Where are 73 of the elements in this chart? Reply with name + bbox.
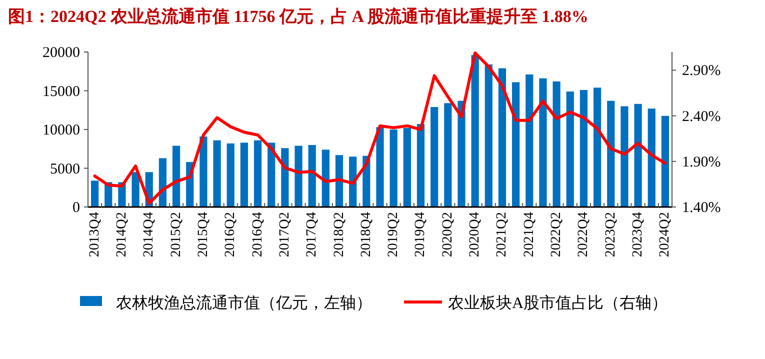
bar — [254, 140, 262, 207]
bar — [512, 82, 520, 207]
x-tick-label: 2020Q4 — [468, 212, 483, 258]
x-tick-label: 2021Q4 — [522, 212, 537, 258]
y-tick-label: 0 — [72, 200, 80, 216]
bar — [471, 55, 479, 207]
bar — [539, 78, 547, 207]
x-tick-label: 2016Q4 — [250, 212, 266, 258]
x-tick-label: 2014Q2 — [114, 212, 130, 258]
bar — [376, 127, 384, 207]
y2-tick-label: 1.90% — [682, 154, 721, 170]
bar — [281, 148, 289, 207]
y-tick-label: 15000 — [42, 84, 80, 100]
bar — [594, 88, 602, 207]
bar — [200, 136, 208, 207]
y-tick-label: 5000 — [50, 161, 80, 178]
bar — [240, 142, 248, 207]
bar — [416, 124, 425, 207]
x-tick-label: 2015Q2 — [168, 212, 184, 258]
bar — [620, 106, 628, 207]
x-tick-label: 2019Q4 — [413, 212, 428, 258]
x-tick-label: 2013Q4 — [87, 212, 102, 258]
bar — [158, 158, 166, 207]
legend-label: 农业板块A股市值占比（右轴） — [448, 294, 668, 312]
x-tick-label: 2015Q4 — [196, 212, 211, 258]
bar — [213, 140, 221, 207]
bar — [484, 64, 492, 207]
bar — [308, 145, 316, 207]
bar — [458, 100, 466, 207]
bar — [349, 156, 357, 207]
bar — [268, 142, 276, 207]
bar — [648, 108, 656, 207]
x-tick-label: 2020Q2 — [440, 212, 456, 258]
bar — [430, 107, 438, 207]
bar — [566, 92, 574, 207]
legend-label: 农林牧渔总流通市值（亿元，左轴） — [116, 294, 372, 312]
x-tick-label: 2017Q4 — [304, 212, 320, 258]
bar — [132, 172, 140, 207]
x-tick-label: 2022Q2 — [549, 212, 564, 258]
bar — [526, 74, 534, 207]
y2-tick-label: 2.40% — [682, 108, 721, 125]
bar — [390, 130, 398, 207]
bar — [661, 116, 670, 207]
bar — [90, 180, 99, 207]
bar — [226, 143, 234, 207]
x-tick-label: 2021Q2 — [494, 212, 510, 258]
x-tick-label: 2017Q2 — [277, 212, 292, 258]
x-tick-label: 2014Q4 — [142, 212, 157, 258]
chart-title: 图1：2024Q2 农业总流通市值 11756 亿元，占 A 股流通市值比重提升至 1.88% — [8, 7, 588, 26]
x-tick-label: 2022Q4 — [576, 212, 592, 258]
y-tick-label: 20000 — [42, 45, 80, 61]
y2-tick-label: 2.90% — [682, 63, 721, 80]
bar — [607, 100, 615, 207]
bar — [580, 90, 588, 207]
bar — [403, 128, 411, 207]
x-tick-label: 2023Q2 — [603, 212, 618, 258]
y2-tick-label: 1.40% — [682, 200, 721, 216]
x-tick-label: 2019Q2 — [386, 212, 402, 258]
bar — [498, 68, 506, 207]
x-tick-label: 2018Q4 — [358, 212, 374, 258]
y-tick-label: 10000 — [42, 122, 80, 138]
bar — [444, 103, 452, 207]
bar — [294, 146, 302, 207]
bar — [335, 155, 344, 207]
bar — [634, 104, 642, 207]
x-tick-label: 2024Q2 — [658, 212, 673, 258]
bar — [552, 81, 560, 207]
bar — [322, 150, 330, 207]
line-series — [93, 51, 667, 205]
x-tick-label: 2016Q2 — [223, 212, 238, 258]
bar — [172, 146, 180, 207]
x-tick-label: 2018Q2 — [332, 212, 347, 258]
x-tick-label: 2023Q4 — [630, 212, 646, 258]
